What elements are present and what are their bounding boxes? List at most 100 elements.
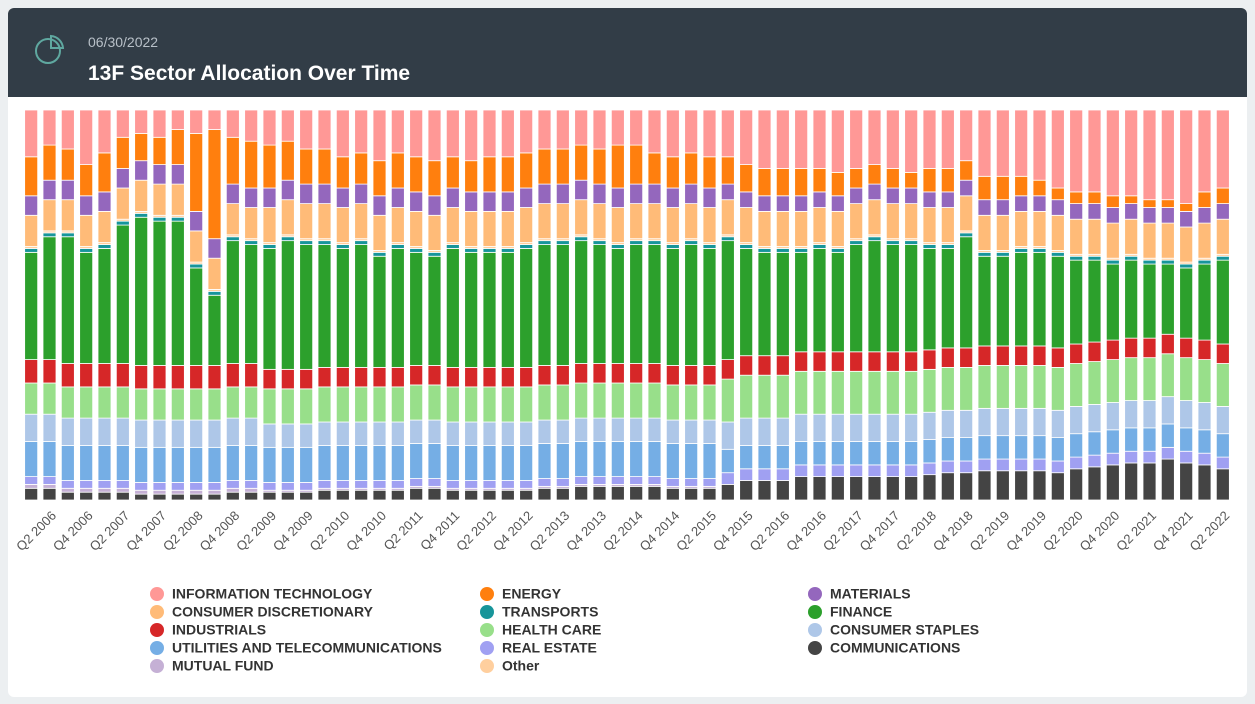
bar-segment xyxy=(1142,450,1157,464)
bar-segment xyxy=(574,476,589,485)
bar-segment xyxy=(97,248,112,364)
bar-segment xyxy=(464,210,479,247)
bar-segment xyxy=(372,366,387,388)
bar-segment xyxy=(592,476,607,485)
bar-segment xyxy=(519,386,534,423)
bar-segment xyxy=(995,109,1010,177)
bar-segment xyxy=(977,214,992,251)
bar-segment xyxy=(555,244,570,366)
bar-segment xyxy=(60,232,75,238)
bar-segment xyxy=(500,386,515,423)
bar-segment xyxy=(1179,226,1194,263)
bar-segment xyxy=(940,460,955,474)
bar-segment xyxy=(152,109,167,138)
bar-segment xyxy=(390,248,405,368)
bar-segment xyxy=(42,487,57,501)
bar-segment xyxy=(610,109,625,146)
bar-segment xyxy=(629,109,644,146)
bar-segment xyxy=(537,203,552,240)
bar-segment xyxy=(335,489,350,501)
bar-segment xyxy=(574,109,589,146)
bar-segment xyxy=(299,203,314,240)
bar-segment xyxy=(555,109,570,150)
bar-segment xyxy=(739,191,754,208)
bar-segment xyxy=(335,386,350,423)
bar-segment xyxy=(940,168,955,193)
bar-segment xyxy=(1032,435,1047,460)
bar-segment xyxy=(592,240,607,245)
bar-segment xyxy=(720,240,735,360)
bar-segment xyxy=(335,207,350,243)
bar-segment xyxy=(134,132,149,162)
bar-segment xyxy=(647,476,662,485)
bar-segment xyxy=(665,365,680,386)
bar-segment xyxy=(1142,222,1157,259)
bar-segment xyxy=(684,109,699,154)
bar-segment xyxy=(464,480,479,489)
bar-segment xyxy=(977,365,992,409)
bar-segment xyxy=(702,365,717,386)
bar-segment xyxy=(922,349,937,370)
bar-segment xyxy=(225,203,240,236)
bar-segment xyxy=(812,207,827,243)
bar-segment xyxy=(152,216,167,222)
bar-segment xyxy=(354,386,369,423)
bar-segment xyxy=(1197,464,1212,501)
bar-segment xyxy=(720,483,735,501)
bar-segment xyxy=(115,487,130,493)
bar-segment xyxy=(959,472,974,501)
bar-segment xyxy=(152,446,167,483)
bar-segment xyxy=(24,382,39,415)
bar-segment xyxy=(189,230,204,263)
bar-segment xyxy=(959,347,974,368)
bar-segment xyxy=(390,152,405,189)
bar-segment xyxy=(1215,203,1230,220)
legend-swatch xyxy=(480,659,494,673)
bar-segment xyxy=(390,109,405,154)
bar-segment xyxy=(867,183,882,201)
bar-segment xyxy=(610,417,625,442)
x-tick-label: Q2 2014 xyxy=(600,508,646,554)
bar-segment xyxy=(60,386,75,419)
bar-segment xyxy=(60,148,75,181)
bar-segment xyxy=(794,195,809,212)
bar-segment xyxy=(1050,199,1065,216)
bar-segment xyxy=(1014,248,1029,253)
bar-segment xyxy=(629,183,644,205)
legend-swatch xyxy=(150,587,164,601)
bar-segment xyxy=(262,144,277,189)
bar-segment xyxy=(482,156,497,193)
bar-segment xyxy=(757,248,772,253)
bar-segment xyxy=(739,468,754,481)
bar-segment xyxy=(335,187,350,208)
bar-segment xyxy=(42,476,57,485)
bar-segment xyxy=(519,152,534,189)
bar-segment xyxy=(152,136,167,166)
bar-segment xyxy=(482,210,497,247)
bar-segment xyxy=(79,109,94,165)
bar-segment xyxy=(152,482,167,491)
bar-segment xyxy=(775,417,790,446)
bar-segment xyxy=(445,109,460,158)
bar-segment xyxy=(592,441,607,477)
bar-segment xyxy=(1124,462,1139,501)
bar-segment xyxy=(592,363,607,384)
bar-segment xyxy=(464,109,479,162)
bar-segment xyxy=(922,248,937,351)
bar-segment xyxy=(1105,263,1120,341)
bar-segment xyxy=(482,248,497,253)
bar-segment xyxy=(1105,339,1120,361)
bar-segment xyxy=(959,409,974,438)
bar-segment xyxy=(904,413,919,442)
bar-segment xyxy=(482,444,497,481)
bar-segment xyxy=(1014,175,1029,197)
bar-segment xyxy=(1215,187,1230,205)
bar-segment xyxy=(665,478,680,487)
bar-segment xyxy=(189,365,204,390)
bar-segment xyxy=(152,365,167,390)
bar-segment xyxy=(42,232,57,238)
bar-segment xyxy=(1179,267,1194,339)
bar-segment xyxy=(464,386,479,423)
bar-segment xyxy=(757,480,772,501)
bar-segment xyxy=(629,485,644,501)
